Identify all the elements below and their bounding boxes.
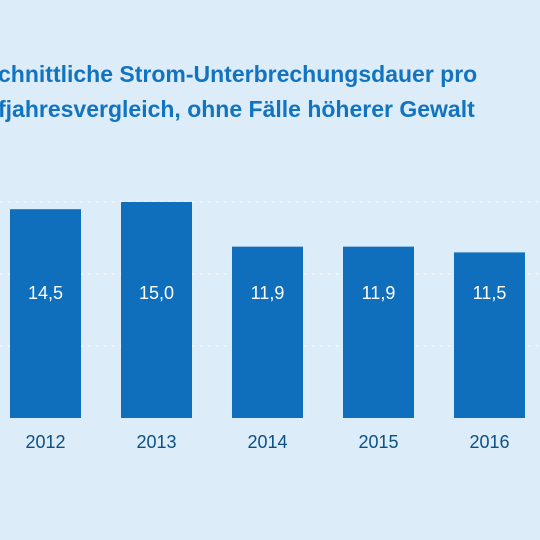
value-label-2016: 11,5 bbox=[473, 283, 507, 303]
value-label-2013: 15,0 bbox=[139, 283, 174, 303]
grid-lines bbox=[0, 201, 540, 347]
value-label-2014: 11,9 bbox=[251, 283, 285, 303]
bar-2016 bbox=[454, 252, 525, 418]
bar-2014 bbox=[232, 246, 303, 418]
bar-2013 bbox=[121, 202, 192, 418]
chart-title-line-1: chnittliche Strom-Unterbrechungsdauer pr… bbox=[0, 61, 478, 87]
bar-2012 bbox=[10, 209, 81, 418]
x-tick-labels: 2012 2013 2014 2015 2016 bbox=[25, 432, 509, 452]
value-label-2015: 11,9 bbox=[362, 283, 396, 303]
x-tick-label-2016: 2016 bbox=[469, 432, 509, 452]
bar-2015 bbox=[343, 246, 414, 418]
value-labels: 14,5 15,0 11,9 11,9 11,5 bbox=[28, 283, 506, 303]
x-tick-label-2012: 2012 bbox=[25, 432, 65, 452]
value-label-2012: 14,5 bbox=[28, 283, 63, 303]
x-tick-label-2013: 2013 bbox=[136, 432, 176, 452]
bars bbox=[10, 202, 525, 418]
x-tick-label-2015: 2015 bbox=[358, 432, 398, 452]
x-tick-label-2014: 2014 bbox=[247, 432, 287, 452]
chart-title-line-2: fjahresvergleich, ohne Fälle höherer Gew… bbox=[0, 96, 475, 122]
